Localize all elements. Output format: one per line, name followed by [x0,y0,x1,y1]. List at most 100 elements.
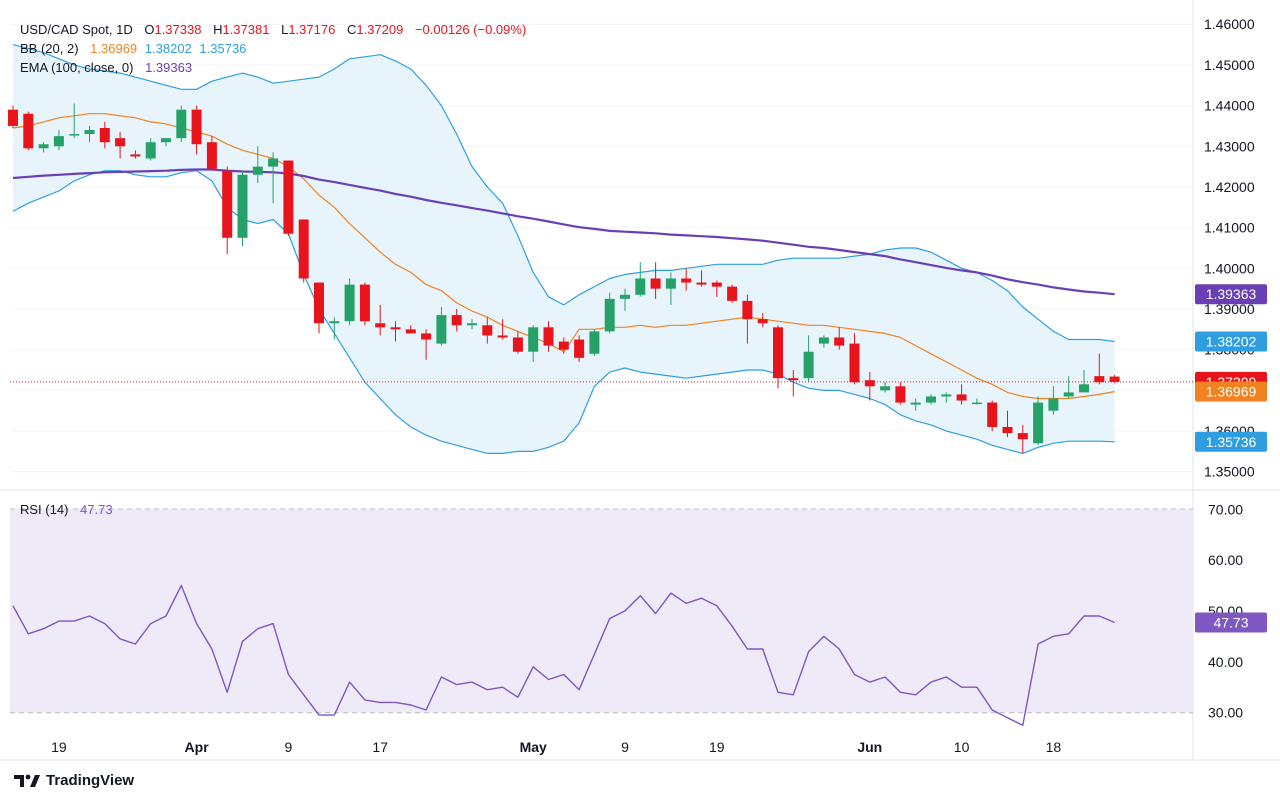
candle [176,105,187,143]
bb-mid-price-tag-text: 1.36969 [1206,384,1257,400]
bb-mid-value: 1.36969 [90,41,138,56]
candle-body [834,337,845,346]
ema-value: 1.39363 [145,60,193,75]
candle [161,138,171,147]
time-tick-label: 19 [51,739,67,755]
candle [8,105,18,128]
candle [512,331,523,354]
candle [69,103,80,139]
rsi-value: 47.73 [80,502,113,517]
candle-body [910,402,921,405]
candle [864,372,875,401]
bb-lower-line [12,170,1115,454]
candle-body [589,331,600,354]
candle-body [405,329,416,334]
candle-body [926,396,936,403]
bb-lower-price-tag: 1.35736 [1195,431,1267,452]
candle [558,337,569,354]
candle [971,398,982,405]
candle [650,262,661,299]
candle-body [895,386,906,403]
rsi-value-tag-text: 47.73 [1213,614,1248,630]
open-label: O [144,22,155,37]
candle-body [344,284,355,322]
candle-body [237,174,248,238]
candle [941,392,952,403]
candle-body [115,138,126,147]
candle [1109,374,1120,384]
candle-body [283,160,294,234]
candle [665,272,676,305]
candle [329,317,340,340]
low-label: L [281,22,289,37]
candle-body [482,325,493,336]
candle [788,370,799,397]
candle-body [635,278,646,295]
rsi-value-tag: 47.73 [1195,612,1267,633]
legend-ema[interactable]: EMA (100, close, 0) 1.39363 [20,60,196,76]
candle [375,304,386,336]
candle [1048,386,1059,415]
candle-body [1048,398,1059,411]
candle [742,294,753,344]
candle-body [742,300,753,320]
price-tick-label: 1.40000 [1204,260,1255,276]
candle-body [436,315,447,344]
candle-body [1079,384,1089,393]
candle [436,306,447,346]
candle [344,278,355,326]
indicator-fills [10,44,1193,713]
price-tick-label: 1.35000 [1204,464,1255,480]
ema-line [12,168,1115,296]
time-tick-label: 9 [621,739,629,755]
candle [635,262,646,297]
rsi-value-tag-bg [1195,612,1267,633]
candle [130,150,141,159]
candle [115,132,126,159]
candle [543,321,554,352]
candle-body [1017,433,1028,440]
candle [727,284,738,303]
candle [574,335,585,362]
price-tick-label: 1.42000 [1204,179,1255,195]
candle-body [620,294,630,299]
ema-price-tag-text: 1.39363 [1206,286,1257,302]
candle [895,382,906,405]
time-tick-label: 10 [954,739,970,755]
candle-body [971,402,982,405]
legend-bb[interactable]: BB (20, 2) 1.36969 1.38202 1.35736 [20,41,250,57]
bb-lower-price-tag-text: 1.35736 [1206,434,1257,450]
bb-lower-value: 1.35736 [199,41,247,56]
rsi-tick-label: 40.00 [1208,654,1243,670]
tradingview-logo[interactable]: TradingView [14,772,134,789]
candle-body [8,109,18,126]
time-tick-label: Jun [857,739,882,755]
candle-body [38,144,49,149]
candle-body [864,380,875,387]
brand-name: TradingView [46,772,135,789]
bb-label: BB (20, 2) [20,41,79,56]
candle [589,329,600,356]
candle [880,382,891,393]
candle [1033,396,1044,446]
candle [237,170,248,246]
candle-body [803,351,814,379]
candle [773,325,783,389]
candle-body [467,323,477,326]
candle [910,398,921,411]
candle [528,325,539,362]
legend-rsi[interactable]: RSI (14) 47.73 [20,502,117,518]
time-tick-label: 17 [372,739,388,755]
bb-upper-value: 1.38202 [144,41,192,56]
candle [818,335,829,348]
close-value: 1.37209 [356,22,404,37]
candle-body [390,327,401,330]
candle [390,321,401,342]
bb-upper-price-tag-bg [1195,331,1267,352]
bb-fill [13,44,1115,454]
candle [206,136,217,171]
axes: 1.46000 1.45000 1.44000 1.43000 1.42000 1.410… [51,16,1255,755]
candle-body [1063,392,1074,397]
